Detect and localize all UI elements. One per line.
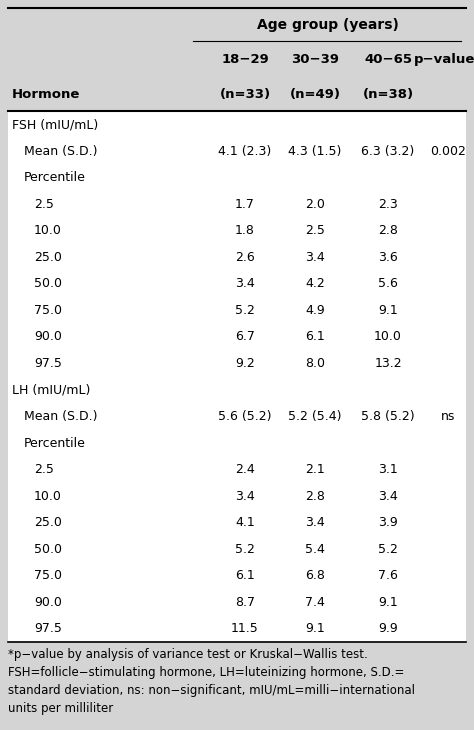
Text: 11.5: 11.5 bbox=[231, 622, 259, 635]
Text: 75.0: 75.0 bbox=[34, 304, 62, 317]
Text: 50.0: 50.0 bbox=[34, 542, 62, 556]
Text: 3.4: 3.4 bbox=[235, 277, 255, 291]
Text: (n=38): (n=38) bbox=[363, 88, 413, 101]
Text: (n=33): (n=33) bbox=[219, 88, 271, 101]
Text: 90.0: 90.0 bbox=[34, 331, 62, 343]
Text: 5.2: 5.2 bbox=[235, 304, 255, 317]
Text: 5.8 (5.2): 5.8 (5.2) bbox=[361, 410, 415, 423]
Bar bbox=[8, 8, 466, 112]
Text: 30−39: 30−39 bbox=[291, 53, 339, 66]
Text: FSH=follicle−stimulating hormone, LH=luteinizing hormone, S.D.=: FSH=follicle−stimulating hormone, LH=lut… bbox=[8, 666, 404, 679]
Text: 10.0: 10.0 bbox=[34, 224, 62, 237]
Text: 6.1: 6.1 bbox=[235, 569, 255, 583]
Text: 2.8: 2.8 bbox=[305, 490, 325, 502]
Text: 3.1: 3.1 bbox=[378, 463, 398, 476]
Text: 3.4: 3.4 bbox=[235, 490, 255, 502]
Text: 4.1: 4.1 bbox=[235, 516, 255, 529]
Text: standard deviation, ns: non−significant, mIU/mL=milli−international: standard deviation, ns: non−significant,… bbox=[8, 684, 415, 697]
Text: 6.3 (3.2): 6.3 (3.2) bbox=[361, 145, 415, 158]
Text: 50.0: 50.0 bbox=[34, 277, 62, 291]
Text: p−value*: p−value* bbox=[414, 53, 474, 66]
Text: 2.5: 2.5 bbox=[305, 224, 325, 237]
Text: 9.1: 9.1 bbox=[378, 596, 398, 609]
Text: 8.0: 8.0 bbox=[305, 357, 325, 370]
Text: 4.1 (2.3): 4.1 (2.3) bbox=[219, 145, 272, 158]
Text: 2.0: 2.0 bbox=[305, 198, 325, 211]
Text: 5.2 (5.4): 5.2 (5.4) bbox=[288, 410, 342, 423]
Text: 18−29: 18−29 bbox=[221, 53, 269, 66]
Text: 10.0: 10.0 bbox=[34, 490, 62, 502]
Text: 6.1: 6.1 bbox=[305, 331, 325, 343]
Text: 5.4: 5.4 bbox=[305, 542, 325, 556]
Text: 97.5: 97.5 bbox=[34, 622, 62, 635]
Text: 25.0: 25.0 bbox=[34, 516, 62, 529]
Text: 4.3 (1.5): 4.3 (1.5) bbox=[288, 145, 342, 158]
Text: 4.9: 4.9 bbox=[305, 304, 325, 317]
Text: 2.4: 2.4 bbox=[235, 463, 255, 476]
Text: (n=49): (n=49) bbox=[290, 88, 340, 101]
Text: 75.0: 75.0 bbox=[34, 569, 62, 583]
Text: 9.9: 9.9 bbox=[378, 622, 398, 635]
Text: 4.2: 4.2 bbox=[305, 277, 325, 291]
Text: 13.2: 13.2 bbox=[374, 357, 402, 370]
Text: 2.8: 2.8 bbox=[378, 224, 398, 237]
Text: 3.6: 3.6 bbox=[378, 251, 398, 264]
Text: 6.8: 6.8 bbox=[305, 569, 325, 583]
Text: Age group (years): Age group (years) bbox=[257, 18, 399, 32]
Text: 6.7: 6.7 bbox=[235, 331, 255, 343]
Text: 2.3: 2.3 bbox=[378, 198, 398, 211]
Text: 2.5: 2.5 bbox=[34, 198, 54, 211]
Text: 2.6: 2.6 bbox=[235, 251, 255, 264]
Text: 97.5: 97.5 bbox=[34, 357, 62, 370]
Text: 25.0: 25.0 bbox=[34, 251, 62, 264]
Text: 3.4: 3.4 bbox=[378, 490, 398, 502]
Text: 9.1: 9.1 bbox=[378, 304, 398, 317]
Text: 5.6 (5.2): 5.6 (5.2) bbox=[218, 410, 272, 423]
Text: *p−value by analysis of variance test or Kruskal−Wallis test.: *p−value by analysis of variance test or… bbox=[8, 648, 368, 661]
Text: Mean (S.D.): Mean (S.D.) bbox=[24, 410, 98, 423]
Text: 3.9: 3.9 bbox=[378, 516, 398, 529]
Text: 40−65: 40−65 bbox=[364, 53, 412, 66]
Text: ns: ns bbox=[441, 410, 455, 423]
Text: FSH (mIU/mL): FSH (mIU/mL) bbox=[12, 118, 98, 131]
Text: 5.2: 5.2 bbox=[235, 542, 255, 556]
Text: 1.7: 1.7 bbox=[235, 198, 255, 211]
Text: 3.4: 3.4 bbox=[305, 251, 325, 264]
Text: Hormone: Hormone bbox=[12, 88, 81, 101]
Text: 90.0: 90.0 bbox=[34, 596, 62, 609]
Text: 5.6: 5.6 bbox=[378, 277, 398, 291]
Text: 7.6: 7.6 bbox=[378, 569, 398, 583]
Text: Mean (S.D.): Mean (S.D.) bbox=[24, 145, 98, 158]
Text: 2.1: 2.1 bbox=[305, 463, 325, 476]
Text: 0.002: 0.002 bbox=[430, 145, 466, 158]
Bar bbox=[8, 8, 466, 642]
Text: units per milliliter: units per milliliter bbox=[8, 702, 113, 715]
Text: 8.7: 8.7 bbox=[235, 596, 255, 609]
Text: 2.5: 2.5 bbox=[34, 463, 54, 476]
Text: 5.2: 5.2 bbox=[378, 542, 398, 556]
Text: 9.1: 9.1 bbox=[305, 622, 325, 635]
Text: 1.8: 1.8 bbox=[235, 224, 255, 237]
Text: 9.2: 9.2 bbox=[235, 357, 255, 370]
Text: Percentile: Percentile bbox=[24, 172, 86, 184]
Text: 3.4: 3.4 bbox=[305, 516, 325, 529]
Text: LH (mIU/mL): LH (mIU/mL) bbox=[12, 383, 91, 396]
Text: 10.0: 10.0 bbox=[374, 331, 402, 343]
Text: 7.4: 7.4 bbox=[305, 596, 325, 609]
Text: Percentile: Percentile bbox=[24, 437, 86, 450]
